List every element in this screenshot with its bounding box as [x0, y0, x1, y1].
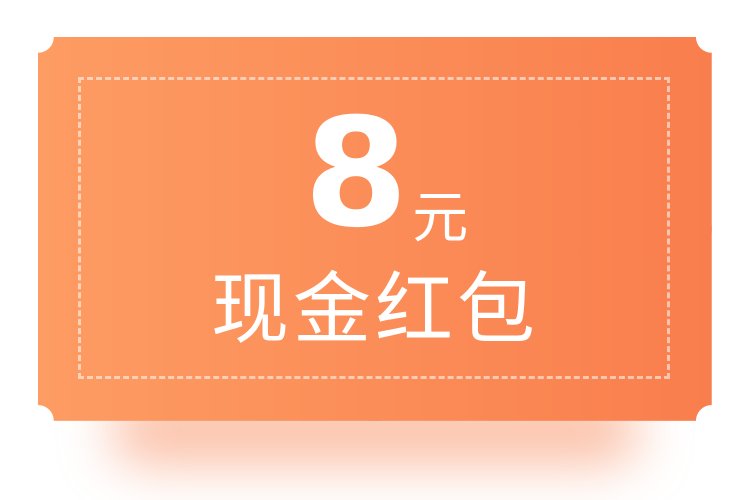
coupon-label: 现金红包: [210, 265, 539, 355]
coupon-amount: 8 元: [38, 99, 712, 249]
amount-value: 8: [303, 87, 409, 261]
dashed-inner-border: [78, 77, 670, 379]
amount-unit: 元: [412, 186, 469, 251]
red-packet-coupon[interactable]: 8 元 现金红包: [38, 37, 712, 421]
